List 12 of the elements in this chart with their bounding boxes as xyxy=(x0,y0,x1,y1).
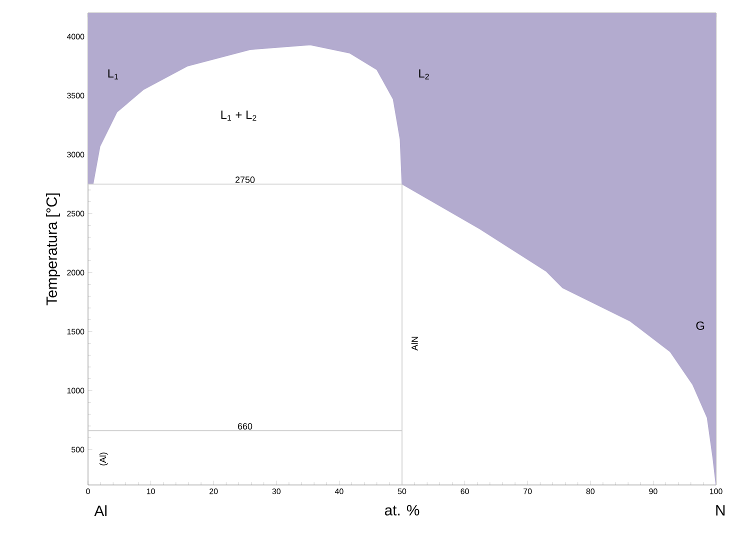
annotation: G xyxy=(696,321,704,330)
annotation: L$_{1}$ xyxy=(108,69,118,80)
annotation: L$_{2}$ xyxy=(419,69,429,80)
annotation: 660 xyxy=(238,423,252,430)
x-axis-title: at. % xyxy=(384,504,420,516)
annotation: 2750 xyxy=(235,176,255,183)
text: Al xyxy=(94,505,106,516)
text: N xyxy=(716,505,725,516)
annotation: (Al) xyxy=(100,452,108,466)
annotation: AlN xyxy=(411,336,418,351)
y-axis-title: Temperatura [°C] xyxy=(46,194,60,306)
annotation: L$_{1}$ + L$_{2}$ xyxy=(221,110,256,121)
